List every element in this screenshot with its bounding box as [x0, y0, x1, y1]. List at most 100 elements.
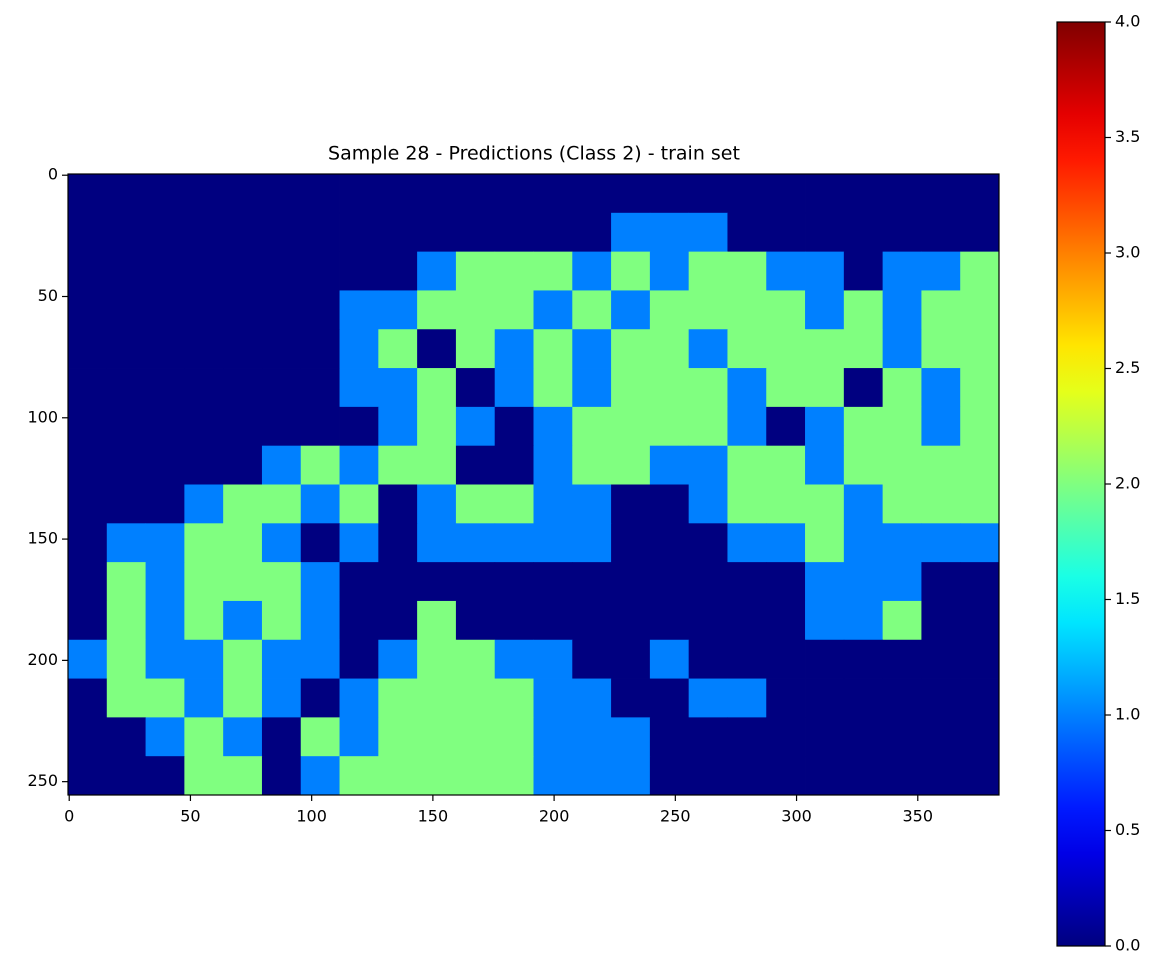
image-cell [68, 678, 108, 718]
colorbar-tick-label: 0.5 [1115, 820, 1140, 839]
image-cell [805, 562, 845, 602]
image-cell [68, 290, 108, 330]
image-cell [417, 251, 457, 291]
image-cell [960, 484, 1000, 524]
image-cell [688, 523, 728, 563]
image-cell [339, 600, 379, 641]
image-cell [184, 329, 224, 369]
image-cell [339, 212, 379, 253]
image-cell [455, 174, 496, 214]
image-cell [378, 174, 418, 214]
image-cell [805, 406, 845, 447]
image-cell [145, 290, 185, 330]
image-cell [805, 523, 845, 563]
image-cell [68, 329, 108, 369]
image-cell [68, 368, 108, 408]
image-cell [300, 484, 340, 524]
image-cell [649, 717, 690, 757]
image-cell [727, 756, 767, 796]
image-cell [766, 600, 806, 641]
image-cell [378, 212, 418, 253]
image-cell [766, 562, 806, 602]
image-cell [300, 600, 340, 641]
image-cell [106, 290, 146, 330]
image-cell [223, 484, 263, 524]
image-cell [611, 600, 651, 641]
image-cell [533, 678, 573, 718]
image-cell [300, 368, 340, 408]
image-cell [300, 212, 340, 253]
x-tick-label: 350 [903, 807, 934, 826]
x-tick-label: 200 [539, 807, 570, 826]
image-cell [533, 290, 573, 330]
image-cell [766, 329, 806, 369]
colorbar-tick-label: 4.0 [1115, 12, 1140, 31]
image-cell [843, 290, 884, 330]
image-cell [766, 406, 806, 447]
image-cell [494, 290, 534, 330]
image-cell [106, 600, 146, 641]
image-cell [339, 639, 379, 679]
image-cell [106, 523, 146, 563]
image-cell [882, 756, 922, 796]
image-cell [261, 212, 302, 253]
image-cell [145, 756, 185, 796]
image-cell [455, 290, 496, 330]
image-cell [455, 329, 496, 369]
image-cell [184, 290, 224, 330]
image-cell [106, 406, 146, 447]
image-cell [300, 406, 340, 447]
image-cell [921, 756, 961, 796]
image-cell [843, 523, 884, 563]
image-cell [766, 445, 806, 485]
image-cell [960, 290, 1000, 330]
image-cell [649, 368, 690, 408]
image-cell [805, 445, 845, 485]
image-cell [805, 756, 845, 796]
image-cell [805, 639, 845, 679]
image-cell [184, 445, 224, 485]
image-cell [533, 406, 573, 447]
image-cell [805, 717, 845, 757]
image-cell [611, 678, 651, 718]
image-cell [572, 251, 612, 291]
image-cell [533, 174, 573, 214]
image-cell [68, 523, 108, 563]
image-cell [378, 639, 418, 679]
image-cell [378, 484, 418, 524]
image-cell [843, 406, 884, 447]
x-tick-label: 300 [781, 807, 812, 826]
image-cell [960, 368, 1000, 408]
image-cell [417, 756, 457, 796]
image-cell [68, 717, 108, 757]
image-cell [261, 445, 302, 485]
image-cell [106, 174, 146, 214]
image-cell [533, 368, 573, 408]
image-cell [727, 600, 767, 641]
image-cell [921, 406, 961, 447]
image-cell [145, 368, 185, 408]
image-cell [68, 600, 108, 641]
image-cell [184, 212, 224, 253]
image-cell [882, 406, 922, 447]
image-cell [339, 717, 379, 757]
y-tick-label: 50 [38, 286, 58, 305]
image-cell [494, 251, 534, 291]
image-cell [843, 639, 884, 679]
image-cell [184, 678, 224, 718]
image-cell [727, 523, 767, 563]
image-cell [572, 484, 612, 524]
image-cell [843, 756, 884, 796]
image-cell [649, 290, 690, 330]
image-cell [223, 174, 263, 214]
image-cell [960, 445, 1000, 485]
colorbar-tick-label: 0.0 [1115, 936, 1140, 955]
image-cell [921, 562, 961, 602]
image-cell [921, 329, 961, 369]
image-cell [688, 639, 728, 679]
image-cell [805, 174, 845, 214]
image-cell [145, 174, 185, 214]
image-cell [223, 290, 263, 330]
image-cell [455, 251, 496, 291]
image-cell [106, 678, 146, 718]
